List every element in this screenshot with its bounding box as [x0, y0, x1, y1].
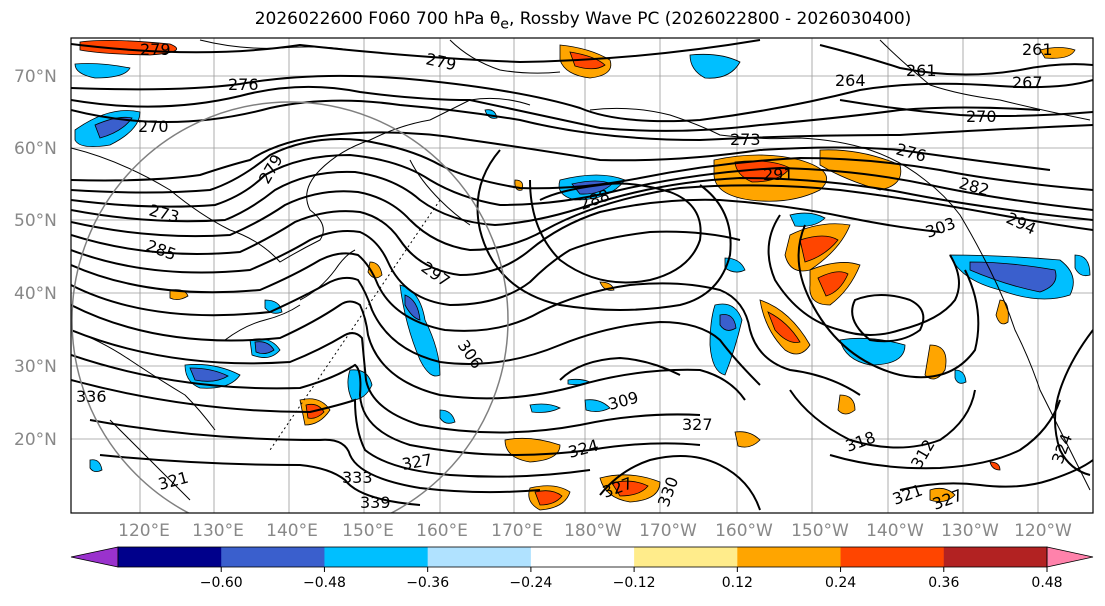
colorbar-tick-label: 0.48 — [1031, 575, 1062, 591]
lat-tick: 60°N — [14, 139, 57, 159]
reference-line — [269, 199, 441, 451]
lat-tick: 50°N — [14, 211, 57, 231]
contour-label: 291 — [763, 165, 794, 184]
lon-tick: 120°W — [1014, 521, 1072, 541]
lon-tick: 170°E — [491, 521, 543, 541]
contour-label: 336 — [76, 387, 107, 406]
contour-label: 279 — [140, 40, 171, 59]
contour-label: 264 — [835, 71, 866, 90]
map-title: 2026022600 F060 700 hPa θe, Rossby Wave … — [254, 9, 912, 33]
lon-tick: 170°W — [639, 521, 697, 541]
colorbar: −0.60 −0.48 −0.36 −0.24 −0.12 0.12 0.24 0.36 0.4… — [70, 546, 1094, 591]
lon-tick: 180°W — [564, 521, 622, 541]
longitude-ticks: 120°E 130°E 140°E 150°E 160°E 170°E 180°… — [118, 521, 1072, 541]
lat-tick: 20°N — [14, 430, 57, 450]
lon-tick: 140°E — [266, 521, 318, 541]
colorbar-box — [634, 547, 738, 567]
colorbar-box — [324, 547, 429, 567]
contour-label: 270 — [966, 107, 997, 126]
contour-label: 327 — [682, 415, 713, 434]
lat-tick: 40°N — [14, 284, 57, 304]
lon-tick: 160°W — [715, 521, 773, 541]
lon-tick: 150°E — [342, 521, 394, 541]
colorbar-tick-label: −0.48 — [303, 575, 346, 591]
contour-label: 267 — [1012, 73, 1043, 92]
colorbar-extend-low — [70, 546, 119, 568]
lat-tick: 30°N — [14, 357, 57, 377]
colorbar-box — [118, 547, 222, 567]
colorbar-box — [427, 547, 532, 567]
colorbar-box — [840, 547, 945, 567]
colorbar-box — [737, 547, 842, 567]
lon-tick: 130°E — [192, 521, 244, 541]
contour-label: 270 — [138, 117, 169, 136]
lon-tick: 130°W — [941, 521, 999, 541]
colorbar-box — [530, 547, 635, 567]
colorbar-tick-label: −0.12 — [613, 575, 656, 591]
contour-label: 333 — [342, 468, 373, 487]
lon-tick: 140°W — [866, 521, 924, 541]
map-frame — [70, 37, 1094, 514]
colorbar-tick-label: −0.24 — [509, 575, 552, 591]
theta-e-contours — [71, 39, 1093, 511]
colorbar-tick-label: −0.36 — [406, 575, 449, 591]
map-plot-area: 279 279 276 270 264 261 261 267 270 273 … — [71, 38, 1093, 513]
lon-tick: 120°E — [118, 521, 170, 541]
contour-label: 273 — [730, 130, 761, 149]
colorbar-box — [221, 547, 325, 567]
colorbar-tick-label: −0.60 — [200, 575, 243, 591]
latitude-ticks: 20°N 30°N 40°N 50°N 60°N 70°N — [14, 67, 57, 450]
reference-circle — [71, 101, 509, 513]
colorbar-tick-label: 0.36 — [928, 575, 959, 591]
colorbar-tick-label: 0.24 — [825, 575, 856, 591]
contour-label: 261 — [906, 61, 937, 80]
lat-tick: 70°N — [14, 67, 57, 87]
negative-anomaly-shading — [74, 53, 1091, 472]
colorbar-extend-high — [1046, 546, 1094, 568]
lon-tick: 150°W — [791, 521, 849, 541]
contour-label: 339 — [360, 493, 391, 512]
colorbar-tick-label: 0.12 — [722, 575, 753, 591]
colorbar-box — [943, 547, 1048, 567]
contour-label: 276 — [228, 75, 259, 94]
contour-label: 261 — [1022, 40, 1053, 59]
colorbar-outline — [117, 546, 1048, 568]
lon-tick: 160°E — [416, 521, 468, 541]
